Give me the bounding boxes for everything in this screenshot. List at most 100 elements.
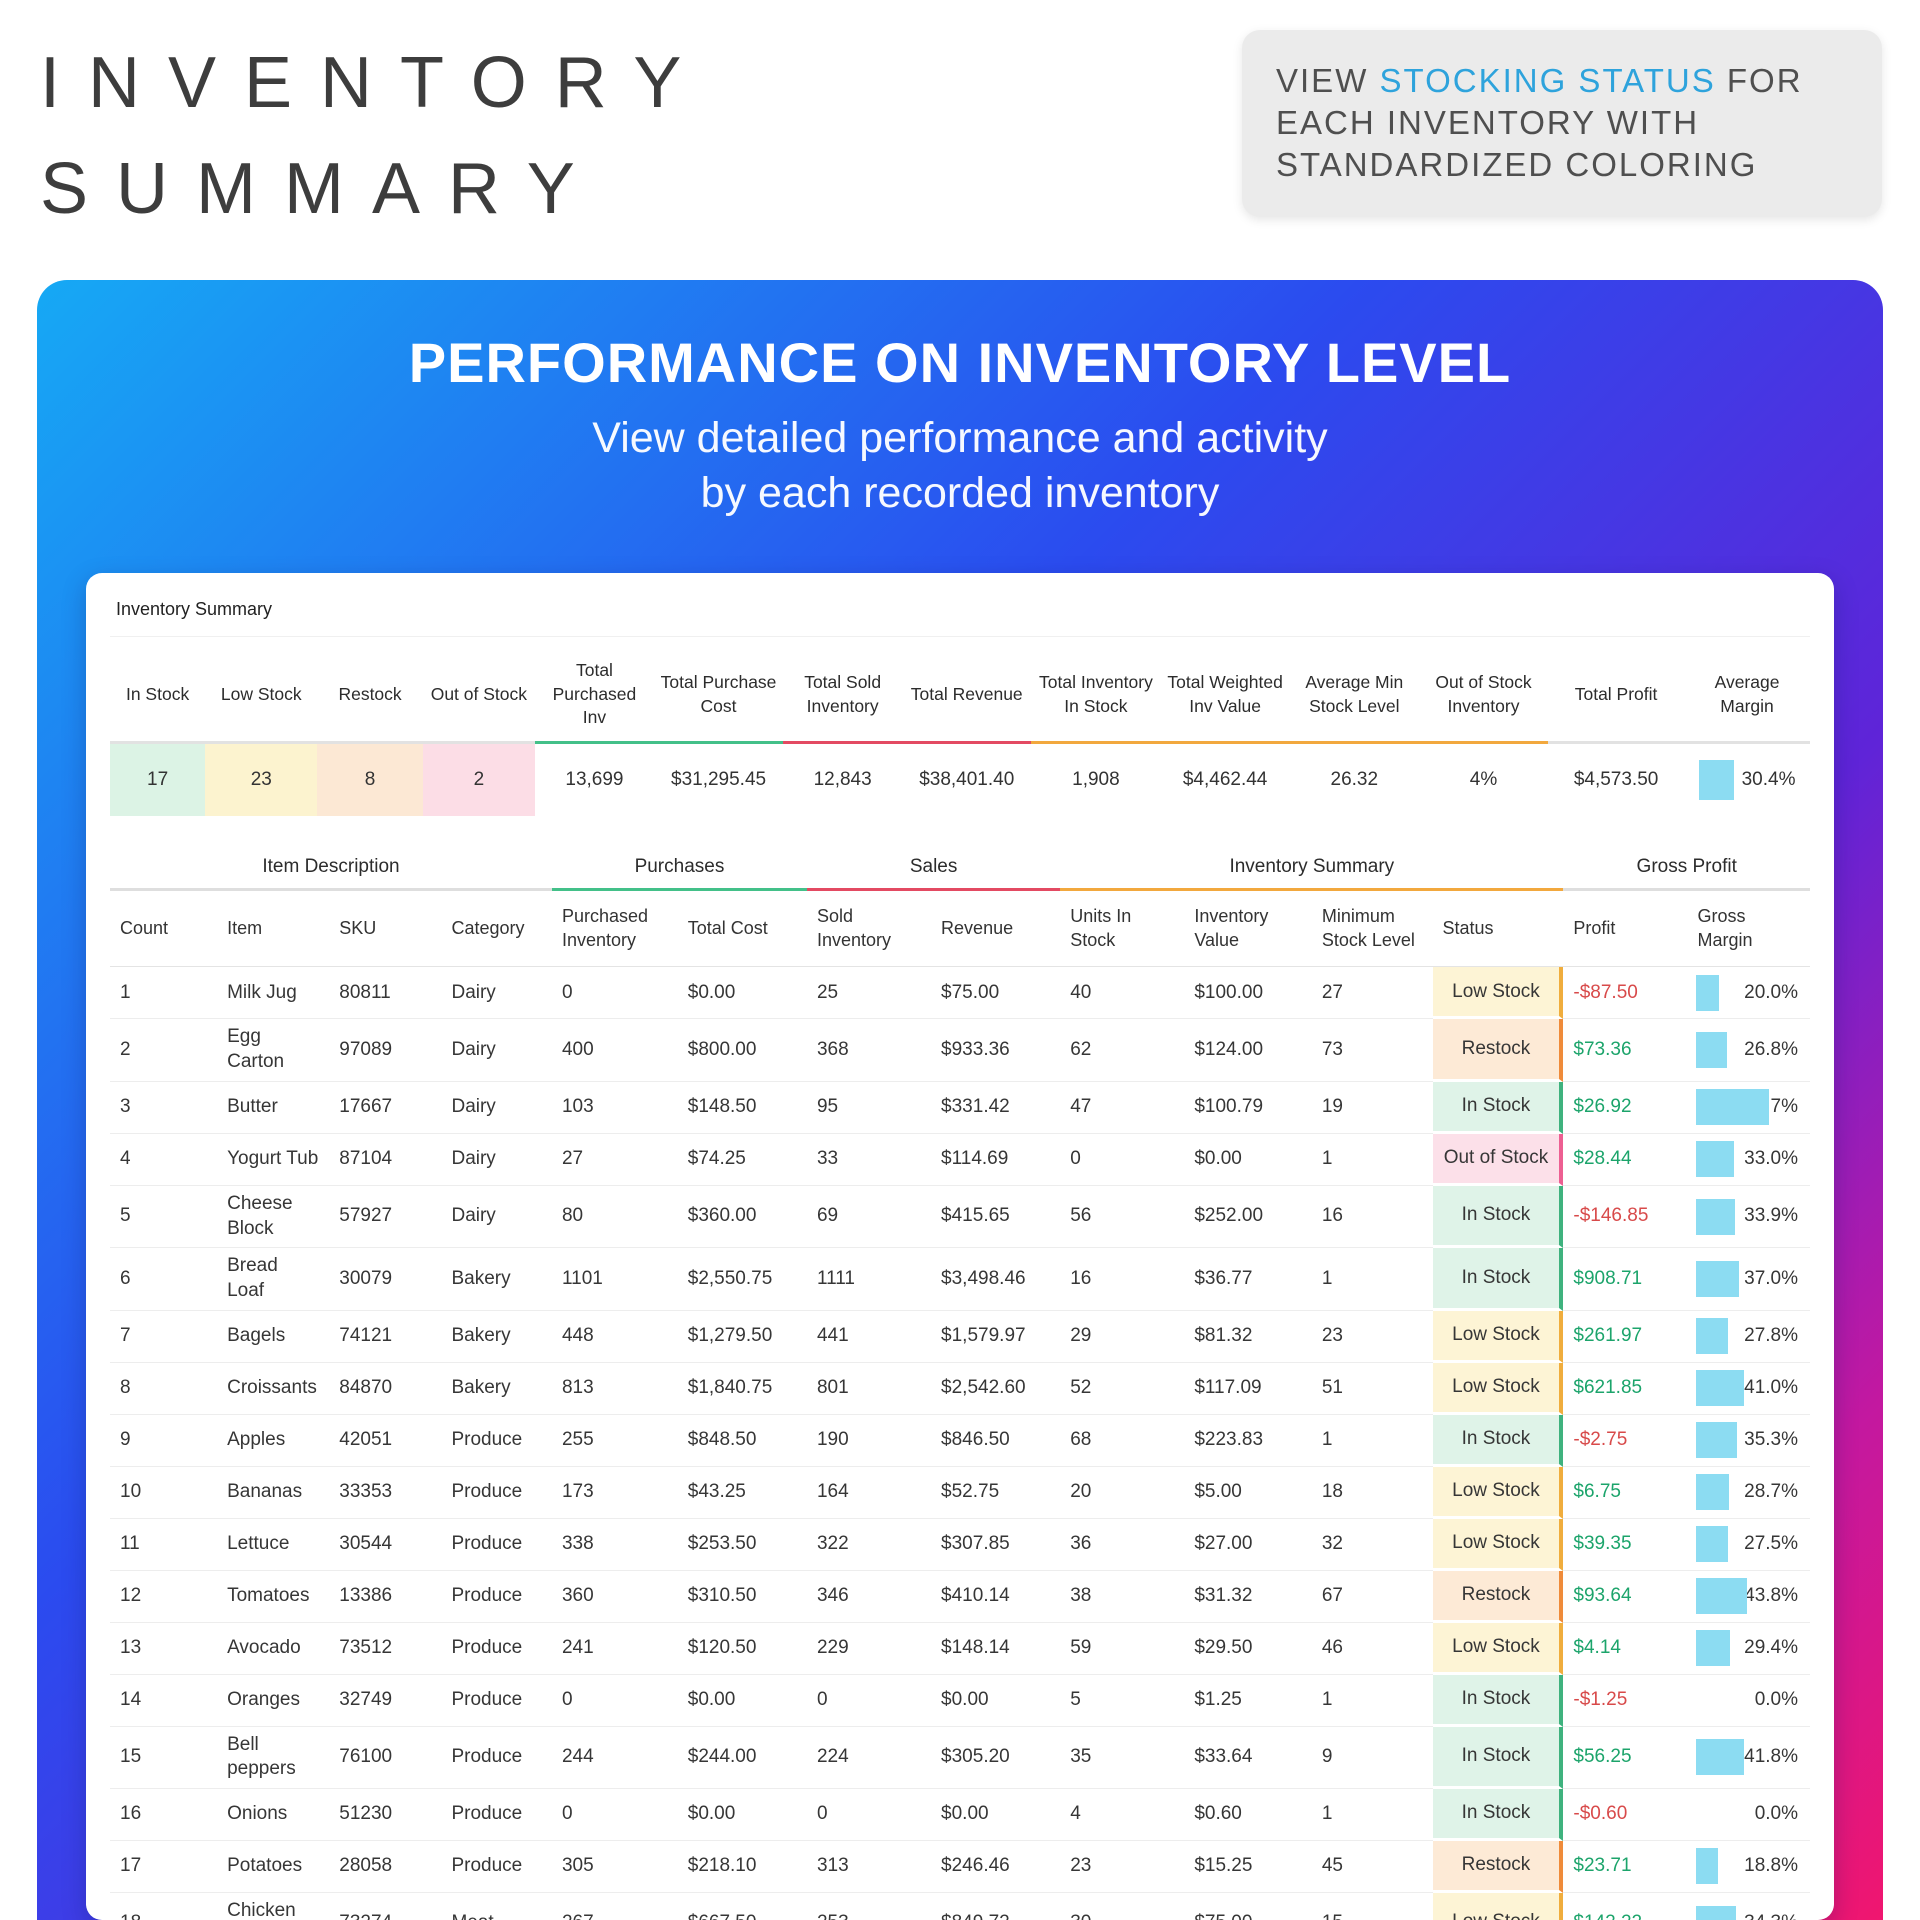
column-header-inventory-value: Inventory Value bbox=[1184, 891, 1312, 968]
column-header-sku: SKU bbox=[329, 891, 442, 968]
cell-gross-margin: 34.3% bbox=[1688, 1893, 1811, 1920]
table-row: 9 Apples 42051 Produce 255 $848.50 190 $846.50 6… bbox=[110, 1414, 1810, 1467]
status-badge: Low Stock bbox=[1432, 1466, 1564, 1519]
cell-item: Apples bbox=[217, 1415, 330, 1467]
cell-category: Produce bbox=[441, 1415, 552, 1467]
summary-header-average-min-stock-level: Average Min Stock Level bbox=[1289, 645, 1419, 744]
cell-units-in-stock: 38 bbox=[1060, 1571, 1185, 1623]
cell-gross-margin: 33.9% bbox=[1687, 1186, 1810, 1249]
cell-profit: $6.75 bbox=[1563, 1467, 1688, 1519]
cell-purchased-inventory: 173 bbox=[551, 1467, 678, 1519]
gross-margin-value: 0.0% bbox=[1754, 1688, 1798, 1710]
summary-header-total-profit: Total Profit bbox=[1548, 645, 1685, 744]
cell-sku: 76100 bbox=[329, 1727, 442, 1789]
cell-count: 13 bbox=[110, 1623, 218, 1675]
gross-margin-bar bbox=[1695, 1370, 1744, 1407]
cell-gross-margin: 28.7% bbox=[1687, 1467, 1810, 1519]
cell-category: Meat bbox=[441, 1893, 552, 1920]
cell-sku: 57927 bbox=[329, 1186, 442, 1249]
cell-category: Dairy bbox=[441, 1019, 552, 1082]
cell-total-cost: $800.00 bbox=[677, 1019, 807, 1082]
cell-item: Yogurt Tub bbox=[217, 1134, 330, 1186]
cell-count: 15 bbox=[110, 1727, 218, 1789]
cell-gross-margin: 26.8% bbox=[1687, 1019, 1810, 1082]
status-badge: In Stock bbox=[1432, 1185, 1564, 1249]
cell-item: Cheese Block bbox=[217, 1186, 330, 1249]
cell-sold-inventory: 69 bbox=[806, 1186, 932, 1249]
cell-revenue: $2,542.60 bbox=[931, 1363, 1061, 1415]
gross-margin-bar bbox=[1695, 1198, 1735, 1235]
column-header-item: Item bbox=[217, 891, 330, 968]
cell-sku: 33353 bbox=[329, 1467, 442, 1519]
cell-minimum-stock-level: 27 bbox=[1311, 967, 1433, 1020]
note-suffix: FOR EACH INVENTORY WITH STANDARDIZED COL… bbox=[1276, 62, 1803, 184]
cell-count: 6 bbox=[110, 1248, 218, 1311]
table-row: 11 Lettuce 30544 Produce 338 $253.50 322 $307.8… bbox=[110, 1518, 1810, 1571]
cell-revenue: $307.85 bbox=[931, 1519, 1061, 1571]
gross-margin-value: 41.0% bbox=[1744, 1376, 1798, 1398]
cell-sold-inventory: 322 bbox=[806, 1519, 932, 1571]
inventory-summary-card: Inventory Summary In Stock Low Stock Resto… bbox=[86, 573, 1834, 1920]
cell-sku: 17667 bbox=[329, 1082, 442, 1134]
cell-purchased-inventory: 448 bbox=[551, 1311, 678, 1363]
cell-total-cost: $310.50 bbox=[677, 1571, 807, 1623]
cell-units-in-stock: 23 bbox=[1060, 1841, 1185, 1893]
cell-profit: $261.97 bbox=[1563, 1311, 1688, 1363]
cell-profit: $26.92 bbox=[1563, 1082, 1688, 1134]
cell-minimum-stock-level: 18 bbox=[1311, 1467, 1433, 1519]
cell-gross-margin: 41.0% bbox=[1687, 1363, 1810, 1415]
summary-value-total-revenue: $38,401.40 bbox=[919, 768, 1015, 790]
gross-margin-bar bbox=[1695, 1905, 1736, 1920]
banner-title: PERFORMANCE ON INVENTORY LEVEL bbox=[408, 331, 1512, 394]
cell-inventory-value: $1.25 bbox=[1184, 1675, 1312, 1727]
cell-category: Bakery bbox=[441, 1363, 552, 1415]
cell-purchased-inventory: 244 bbox=[551, 1727, 678, 1789]
cell-inventory-value: $0.60 bbox=[1184, 1789, 1312, 1841]
summary-header-total-weighted-inv-value: Total Weighted Inv Value bbox=[1160, 645, 1290, 744]
cell-sold-inventory: 368 bbox=[806, 1019, 932, 1082]
gross-margin-bar bbox=[1695, 1422, 1737, 1459]
cell-count: 16 bbox=[110, 1789, 218, 1841]
cell-total-cost: $148.50 bbox=[677, 1082, 807, 1134]
summary-table: In Stock Low Stock Restock Out of Stock Tota… bbox=[110, 645, 1810, 816]
cell-profit: $908.71 bbox=[1563, 1248, 1688, 1311]
cell-total-cost: $848.50 bbox=[677, 1415, 807, 1467]
cell-item: Potatoes bbox=[217, 1841, 330, 1893]
cell-profit: $39.35 bbox=[1563, 1519, 1688, 1571]
cell-sold-inventory: 313 bbox=[806, 1841, 932, 1893]
cell-purchased-inventory: 267 bbox=[552, 1893, 678, 1920]
gross-margin-bar bbox=[1695, 974, 1719, 1011]
cell-sku: 30079 bbox=[329, 1248, 442, 1311]
cell-sku: 13386 bbox=[329, 1571, 442, 1623]
cell-category: Dairy bbox=[441, 1134, 552, 1186]
gross-margin-value: 27.8% bbox=[1744, 1324, 1798, 1346]
status-badge: In Stock bbox=[1432, 1248, 1564, 1311]
cell-sold-inventory: 25 bbox=[806, 967, 932, 1020]
page-title-line2: SUMMARY bbox=[40, 149, 603, 229]
cell-units-in-stock: 5 bbox=[1060, 1675, 1185, 1727]
cell-units-in-stock: 47 bbox=[1060, 1082, 1185, 1134]
cell-category: Produce bbox=[441, 1467, 552, 1519]
cell-count: 10 bbox=[110, 1467, 218, 1519]
cell-sold-inventory: 33 bbox=[806, 1134, 932, 1186]
cell-minimum-stock-level: 15 bbox=[1312, 1893, 1433, 1920]
summary-value-average-margin: 30.4% bbox=[1684, 744, 1810, 816]
table-column-header-row: Count Item SKU Category Purchased Inventory T… bbox=[110, 891, 1810, 968]
cell-sku: 32749 bbox=[329, 1675, 442, 1727]
inventory-table: Item Description Purchases Sales Inventory … bbox=[110, 842, 1810, 1920]
column-header-revenue: Revenue bbox=[931, 891, 1061, 968]
cell-count: 8 bbox=[110, 1363, 218, 1415]
average-margin-bar bbox=[1698, 759, 1734, 800]
cell-minimum-stock-level: 67 bbox=[1311, 1571, 1433, 1623]
cell-sku: 80811 bbox=[329, 967, 442, 1020]
cell-revenue: $415.65 bbox=[931, 1186, 1061, 1249]
cell-purchased-inventory: 1101 bbox=[551, 1248, 678, 1311]
performance-banner: PERFORMANCE ON INVENTORY LEVEL View deta… bbox=[37, 280, 1883, 1920]
cell-purchased-inventory: 338 bbox=[551, 1519, 678, 1571]
cell-gross-margin: 37.0% bbox=[1687, 1248, 1810, 1311]
cell-count: 5 bbox=[110, 1186, 218, 1249]
cell-total-cost: $0.00 bbox=[677, 1789, 807, 1841]
column-header-total-cost: Total Cost bbox=[677, 891, 807, 968]
cell-profit: -$2.75 bbox=[1563, 1415, 1688, 1467]
cell-gross-margin: 27.5% bbox=[1687, 1519, 1810, 1571]
